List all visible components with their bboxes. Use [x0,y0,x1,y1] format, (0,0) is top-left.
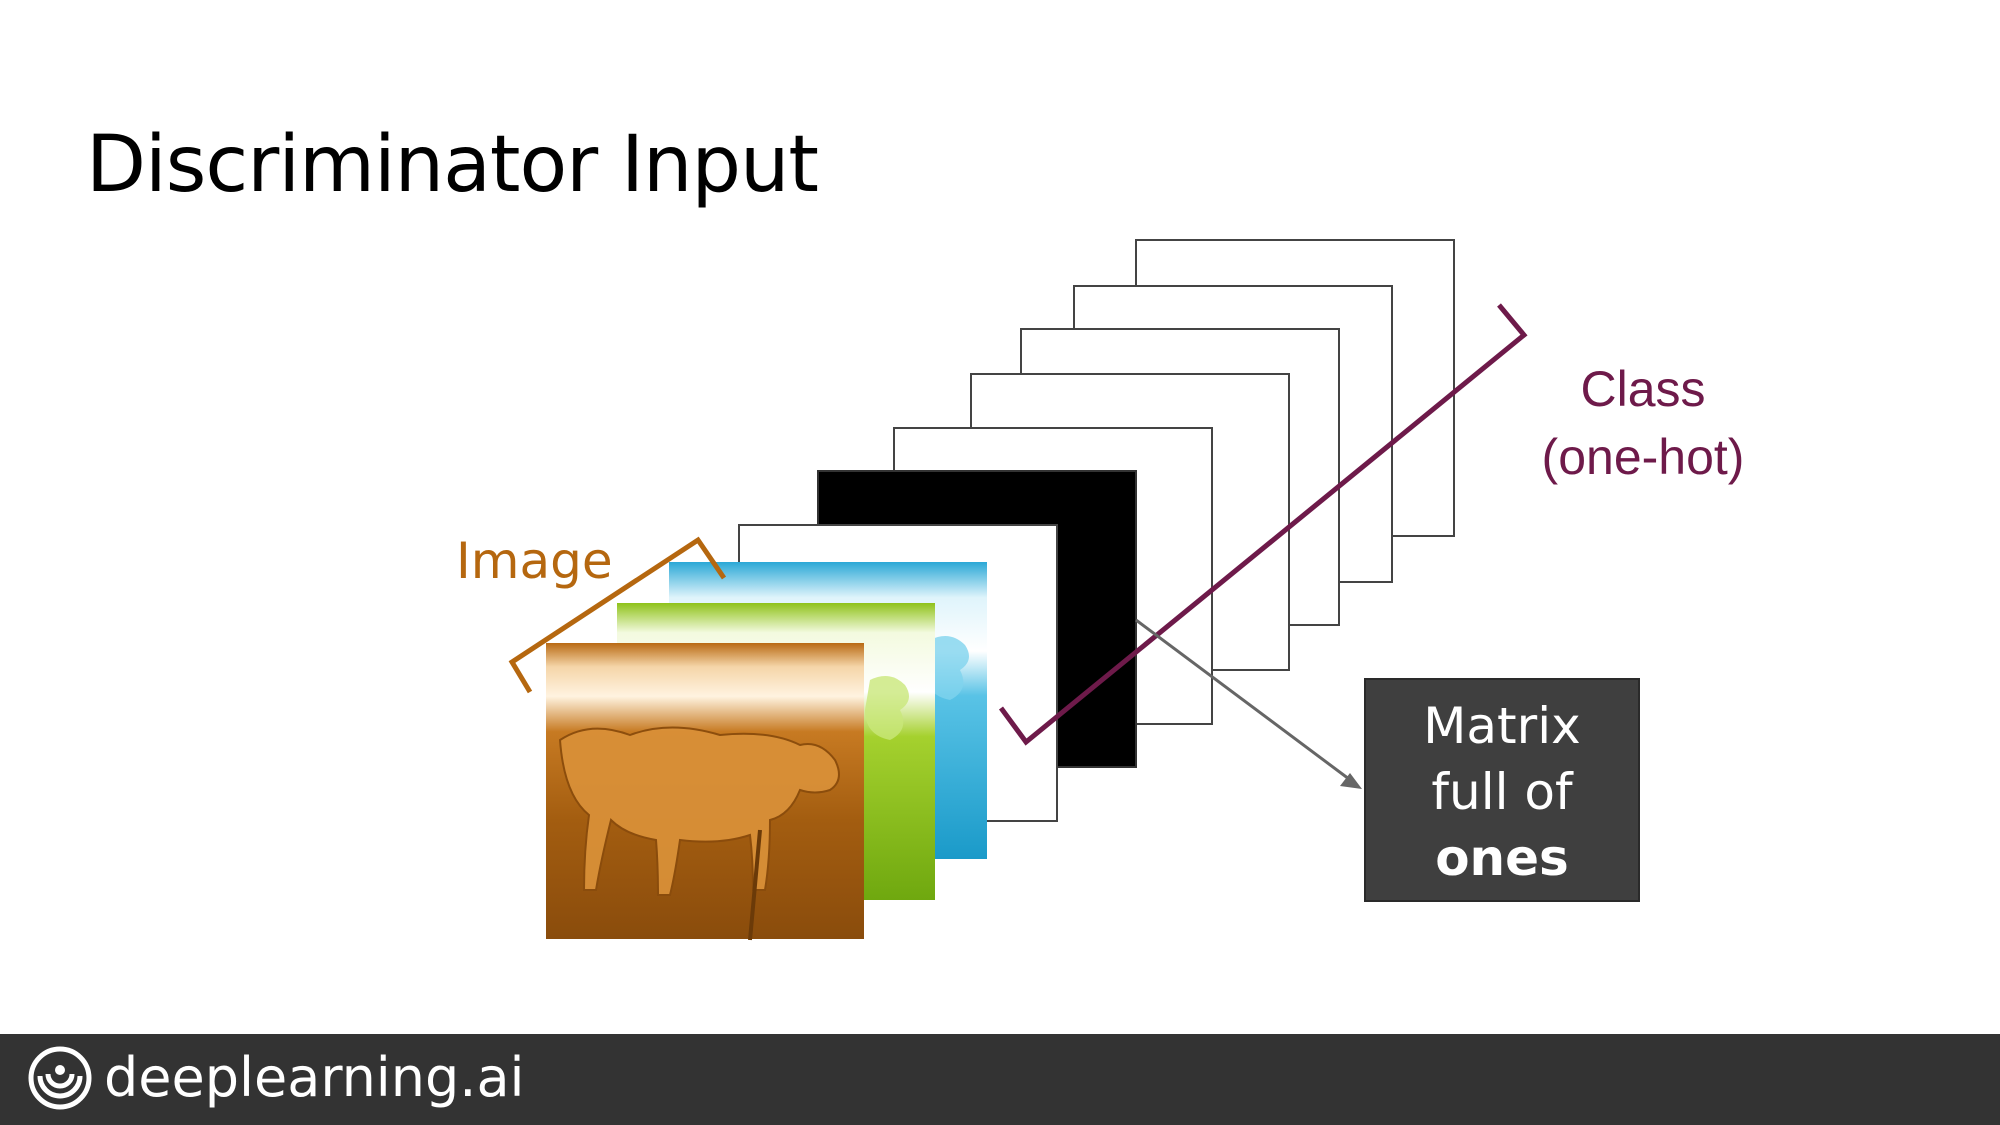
class-bracket [998,303,1528,746]
class-label-line2: (one-hot) [1541,429,1745,485]
matrix-callout: Matrix full of ones [1364,678,1640,902]
footer-bar: deeplearning.ai [0,1034,2000,1125]
matrix-callout-line3: ones [1435,829,1569,887]
arrowhead-icon [1340,773,1362,789]
matrix-callout-line2: full of [1431,763,1573,821]
brand-name: deeplearning.ai [104,1046,525,1109]
callout-arrow [1135,618,1354,784]
matrix-callout-line1: Matrix [1423,697,1581,755]
deeplearning-logo-icon [28,1046,92,1110]
image-label: Image [456,532,613,590]
class-label-line1: Class [1580,361,1706,417]
slide-title: Discriminator Input [86,120,819,210]
class-label: Class (one-hot) [1508,355,1778,491]
image-bracket [508,536,727,694]
image-channel-orange [546,643,864,941]
